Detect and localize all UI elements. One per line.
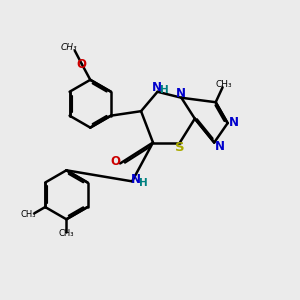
Text: O: O (76, 58, 86, 71)
Text: CH₃: CH₃ (58, 229, 74, 238)
Text: H: H (160, 85, 168, 95)
Text: N: N (229, 116, 239, 129)
Text: N: N (176, 87, 186, 100)
Text: CH₃: CH₃ (61, 43, 78, 52)
Text: CH₃: CH₃ (21, 210, 36, 219)
Text: H: H (139, 178, 148, 188)
Text: O: O (111, 155, 121, 168)
Text: N: N (152, 81, 162, 94)
Text: N: N (131, 173, 141, 186)
Text: S: S (175, 141, 185, 154)
Text: CH₃: CH₃ (216, 80, 232, 89)
Text: N: N (214, 140, 225, 153)
